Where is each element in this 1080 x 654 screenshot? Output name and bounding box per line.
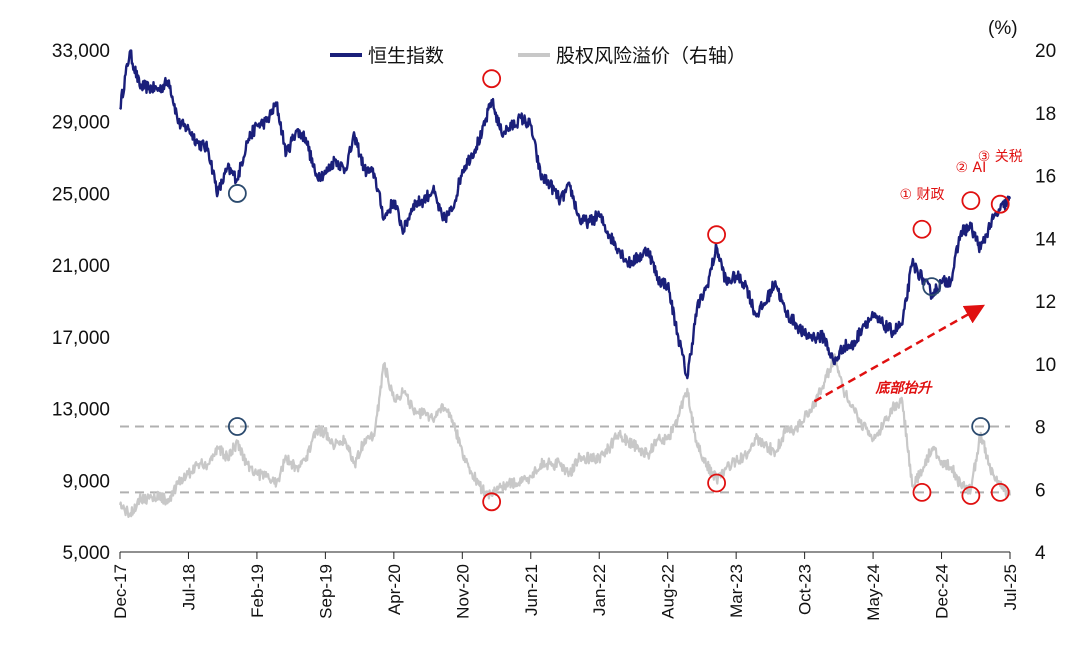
x-tick-label: Aug-22	[659, 564, 678, 619]
x-tick-label: Nov-20	[453, 564, 472, 619]
x-tick-label: Jan-22	[590, 564, 609, 616]
y-right-tick-label: 14	[1035, 229, 1057, 250]
series-line-erp	[118, 353, 1012, 518]
trend-arrow-label: 底部抬升	[875, 379, 934, 396]
x-tick-label: Jul-25	[1001, 564, 1020, 610]
y-left-tick-label: 29,000	[52, 113, 110, 134]
highlight-marker	[961, 191, 981, 211]
x-tick-label: May-24	[864, 564, 883, 621]
x-tick-label: Jun-21	[522, 564, 541, 616]
highlight-marker	[707, 473, 726, 493]
y-right-tick-label: 20	[1035, 41, 1056, 62]
legend-label-erp: 股权风险溢价（右轴）	[556, 45, 746, 67]
highlight-marker	[227, 184, 247, 203]
event-annotation: ② AI	[956, 160, 987, 176]
event-annotation: ③ 关税	[978, 149, 1023, 165]
y-right-tick-label: 8	[1035, 418, 1046, 439]
highlight-marker	[482, 69, 502, 89]
x-tick-label: Feb-19	[248, 564, 267, 618]
x-tick-label: Apr-20	[385, 564, 404, 615]
y-left-tick-label: 33,000	[52, 41, 110, 62]
legend: 恒生指数 股权风险溢价（右轴）	[330, 45, 746, 67]
series-layer	[118, 49, 1012, 518]
highlight-marker	[912, 482, 932, 502]
highlight-marker	[971, 417, 991, 436]
event-annotation: ① 财政	[899, 187, 944, 203]
y-left-tick-label: 13,000	[52, 400, 110, 421]
axes: 5,000 9,000 13,000 17,000 21,000 25,000 29,000…	[52, 41, 1057, 621]
y-right-tick-label: 16	[1035, 167, 1056, 188]
x-tick-label: Sep-19	[316, 564, 335, 619]
y-left-tick-label: 21,000	[52, 256, 110, 277]
highlight-marker	[990, 194, 1010, 214]
trend-arrow	[813, 304, 986, 403]
x-tick-label: Dec-24	[933, 564, 952, 619]
x-tick-label: Mar-23	[727, 564, 746, 618]
x-tick-label: Dec-17	[111, 564, 130, 619]
highlight-marker	[707, 225, 726, 245]
y-left-tick-label: 5,000	[62, 543, 110, 564]
highlight-marker	[922, 277, 942, 297]
y-right-tick-label: 4	[1035, 543, 1046, 564]
y-left-tick-label: 9,000	[62, 471, 110, 492]
y-left-tick-label: 17,000	[52, 328, 110, 349]
x-tick-label: Jul-18	[179, 564, 198, 610]
highlight-marker	[482, 492, 502, 512]
y-left-tick-label: 25,000	[52, 184, 110, 205]
y-right-tick-label: 6	[1035, 480, 1046, 501]
y-right-tick-label: 10	[1035, 355, 1056, 376]
highlight-marker	[961, 486, 981, 505]
highlight-marker	[227, 417, 247, 436]
y-right-tick-label: 12	[1035, 292, 1056, 313]
y-right-tick-label: 18	[1035, 104, 1056, 125]
x-tick-label: Oct-23	[796, 564, 815, 615]
highlight-marker	[912, 219, 932, 239]
marker-layer	[227, 69, 1010, 512]
series-line-hsi	[118, 49, 1012, 380]
right-axis-unit: (%)	[988, 18, 1018, 39]
highlight-marker	[990, 482, 1010, 502]
legend-label-hsi: 恒生指数	[368, 45, 444, 67]
